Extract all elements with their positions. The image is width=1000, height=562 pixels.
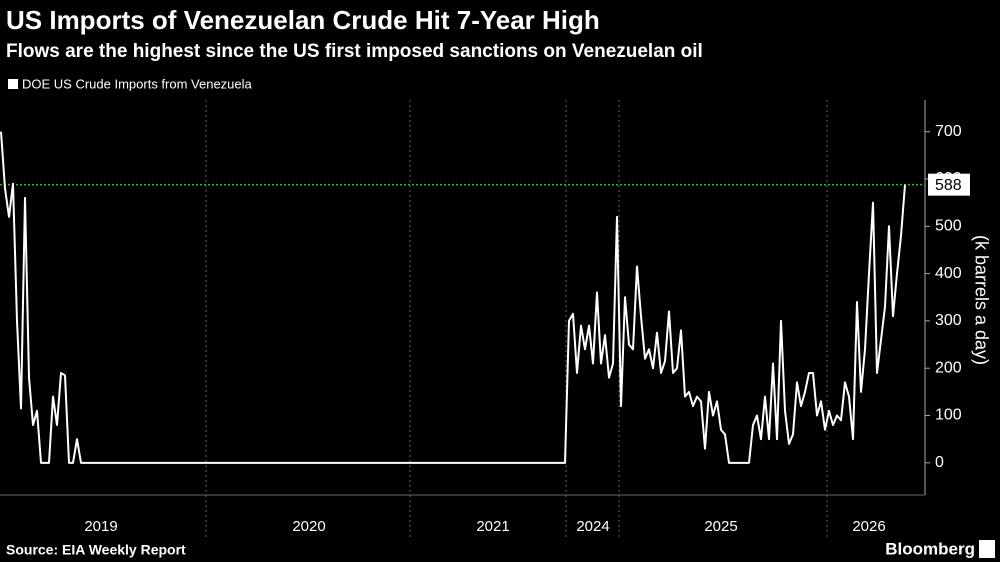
legend-swatch [8,79,18,89]
chart-title: US Imports of Venezuelan Crude Hit 7-Yea… [6,5,600,35]
x-tick-label: 2019 [84,518,117,535]
y-tick-label: 400 [935,265,962,282]
y-tick-label: 500 [935,218,962,235]
x-tick-label: 2020 [292,518,325,535]
x-tick-label: 2021 [476,518,509,535]
x-tick-label: 2026 [852,518,885,535]
y-axis-label: (k barrels a day) [971,235,991,365]
brand: Bloomberg [885,539,975,558]
source: Source: EIA Weekly Report [6,542,186,558]
legend-label: DOE US Crude Imports from Venezuela [22,76,253,91]
x-tick-label: 2024 [576,518,609,535]
y-tick-label: 200 [935,359,962,376]
y-tick-label: 700 [935,123,962,140]
brand-icon [979,540,995,558]
chart-subtitle: Flows are the highest since the US first… [6,41,703,62]
y-tick-label: 300 [935,312,962,329]
y-tick-label: 100 [935,407,962,424]
value-label: 588 [935,177,962,194]
data-line [0,131,906,464]
x-tick-label: 2025 [704,518,737,535]
y-tick-label: 0 [935,454,944,471]
value-label-box [928,173,970,196]
